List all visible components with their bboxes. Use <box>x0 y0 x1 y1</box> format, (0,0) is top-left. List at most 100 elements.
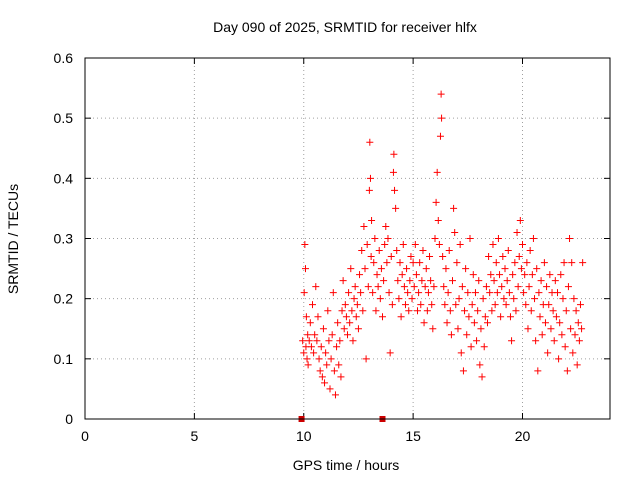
data-point <box>538 331 546 339</box>
data-point <box>353 301 361 309</box>
data-point <box>525 283 533 291</box>
data-point <box>300 349 308 357</box>
data-point <box>331 391 339 399</box>
data-point <box>469 271 477 279</box>
data-point <box>383 259 391 267</box>
data-point <box>379 313 386 321</box>
data-point <box>309 301 316 309</box>
data-point <box>321 379 329 387</box>
data-point <box>480 343 488 351</box>
data-point <box>504 247 512 255</box>
data-point <box>485 253 493 261</box>
data-point <box>520 289 528 297</box>
data-point <box>340 325 348 333</box>
data-point <box>396 259 404 267</box>
data-point <box>562 307 570 315</box>
data-point <box>457 349 465 357</box>
data-point <box>366 138 374 146</box>
data-point <box>519 241 526 249</box>
data-point <box>437 90 445 98</box>
data-point <box>317 343 325 351</box>
data-point <box>339 277 347 285</box>
data-point <box>349 337 357 345</box>
data-point <box>451 228 459 236</box>
data-point <box>323 361 331 369</box>
data-point <box>398 271 406 279</box>
data-point <box>450 204 458 212</box>
data-point <box>447 331 455 339</box>
data-point <box>453 259 461 267</box>
data-point <box>429 325 437 333</box>
data-point <box>316 367 324 375</box>
data-point <box>441 301 449 309</box>
data-point <box>505 289 513 297</box>
data-point <box>384 235 392 242</box>
data-point <box>439 253 447 261</box>
data-point <box>328 331 336 339</box>
data-point <box>421 283 429 291</box>
data-point <box>481 313 489 321</box>
data-point <box>430 283 438 291</box>
data-point <box>358 247 366 255</box>
data-point <box>422 265 430 273</box>
data-point <box>550 337 558 345</box>
data-point <box>556 319 564 327</box>
data-point <box>330 367 338 375</box>
data-point <box>431 235 439 242</box>
data-point <box>445 247 453 255</box>
data-point <box>477 325 485 333</box>
data-point <box>536 313 544 321</box>
data-point <box>578 325 586 333</box>
plot-frame <box>84 57 611 420</box>
data-point <box>524 325 532 333</box>
data-point <box>547 325 555 333</box>
data-point <box>387 253 395 261</box>
data-point <box>455 295 463 303</box>
data-point <box>307 343 315 351</box>
x-tick-label: 10 <box>296 428 312 444</box>
data-point <box>434 216 442 224</box>
data-point <box>497 313 505 321</box>
data-point <box>509 271 517 279</box>
data-point <box>304 331 312 339</box>
data-point <box>313 337 321 345</box>
data-point <box>569 349 577 357</box>
data-point <box>299 337 307 345</box>
data-point <box>428 301 436 309</box>
data-point <box>436 132 444 140</box>
data-point <box>443 319 451 327</box>
data-point <box>366 174 374 182</box>
data-point <box>407 253 415 261</box>
data-point <box>373 271 381 279</box>
data-point <box>419 247 427 255</box>
data-point <box>513 228 521 236</box>
data-point <box>338 307 346 315</box>
data-point <box>311 331 319 339</box>
data-point <box>438 114 446 122</box>
data-point <box>341 301 349 309</box>
data-point <box>351 283 359 291</box>
data-point <box>420 319 428 327</box>
data-point <box>458 283 466 291</box>
y-tick-label: 0.3 <box>54 231 74 247</box>
data-point <box>573 361 581 369</box>
data-point <box>529 235 537 242</box>
data-point <box>501 265 509 273</box>
data-point <box>375 247 383 255</box>
data-point <box>414 307 421 315</box>
data-point <box>318 373 326 381</box>
data-point <box>461 307 469 315</box>
data-point <box>522 301 530 309</box>
data-point <box>370 259 378 267</box>
data-point <box>409 259 417 267</box>
data-point <box>334 319 342 327</box>
y-tick-label: 0.6 <box>54 50 74 66</box>
data-point <box>392 204 400 212</box>
data-point <box>306 319 314 327</box>
data-point <box>464 289 472 297</box>
data-point <box>456 241 464 249</box>
data-point <box>508 337 516 345</box>
data-point <box>462 265 470 273</box>
data-point <box>411 241 419 249</box>
